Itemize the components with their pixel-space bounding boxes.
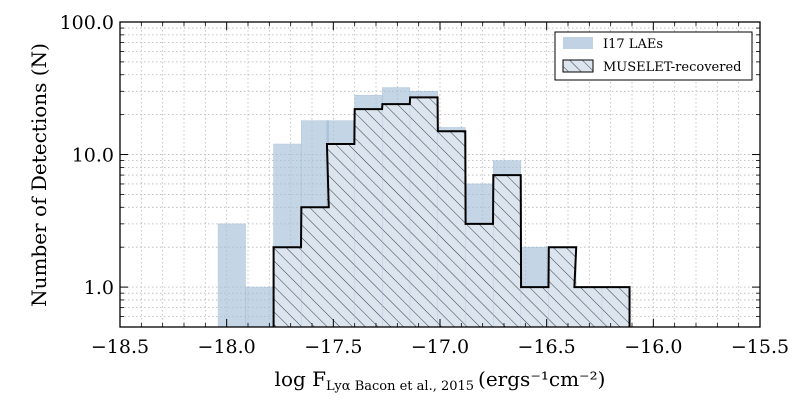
y-tick-label: 100.0 — [60, 12, 114, 34]
legend-label-i17: I17 LAEs — [603, 37, 663, 52]
x-tick-label: −15.5 — [731, 336, 789, 358]
legend-swatch-i17 — [563, 37, 593, 49]
x-tick-label: −17.0 — [411, 336, 469, 358]
muselet-bar — [301, 207, 329, 327]
legend-label-muselet: MUSELET-recovered — [603, 60, 741, 75]
muselet-bar — [465, 223, 494, 327]
x-tick-label: −16.0 — [624, 336, 682, 358]
x-tick-labels: −18.5 −18.0 −17.5 −17.0 −16.5 −16.0 −15.5 — [91, 336, 789, 358]
muselet-bar — [437, 131, 466, 327]
y-tick-label: 1.0 — [84, 277, 114, 299]
muselet-bar — [548, 247, 577, 327]
i17-lae-bar — [217, 223, 246, 328]
y-axis-label: Number of Detections (N) — [27, 43, 51, 307]
muselet-bar — [326, 144, 355, 327]
x-tick-label: −17.5 — [304, 336, 362, 358]
muselet-bar — [574, 287, 602, 327]
y-tick-label: 10.0 — [72, 145, 114, 167]
i17-lae-bar — [245, 286, 274, 328]
muselet-bar — [273, 247, 302, 327]
muselet-bar — [602, 287, 630, 327]
x-tick-label: −18.5 — [91, 336, 149, 358]
muselet-outline — [272, 96, 631, 327]
muselet-bars — [272, 96, 631, 328]
muselet-bar — [354, 109, 383, 327]
legend: I17 LAEs MUSELET-recovered — [554, 31, 753, 81]
axis-ticks — [119, 21, 761, 327]
muselet-bar — [410, 97, 438, 328]
muselet-bar — [382, 104, 410, 327]
y-tick-labels: 1.0 10.0 100.0 — [60, 12, 114, 299]
x-axis-label: log FLyα Bacon et al., 2015 (ergs⁻¹cm⁻²) — [275, 367, 606, 394]
x-tick-label: −16.5 — [518, 336, 576, 358]
x-tick-label: −18.0 — [198, 336, 256, 358]
legend-swatch-muselet — [562, 59, 594, 73]
muselet-bar — [521, 287, 549, 327]
muselet-bar — [493, 175, 521, 327]
